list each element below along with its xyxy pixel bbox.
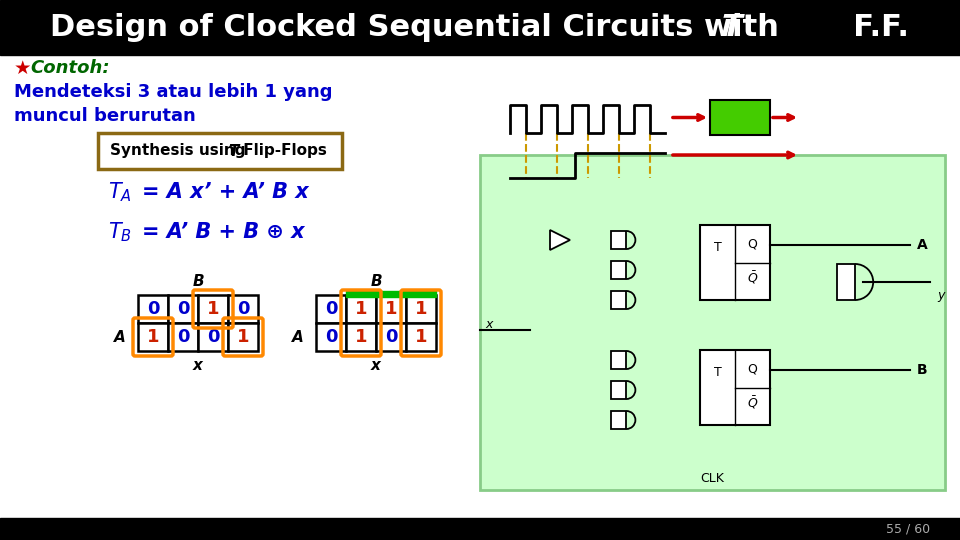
Text: B: B: [917, 363, 927, 377]
Bar: [611, 411, 626, 429]
Bar: [0, 0, 960, 55]
Text: 0: 0: [385, 328, 397, 346]
Text: 1: 1: [415, 300, 427, 318]
Text: = A x’ + A’ B x: = A x’ + A’ B x: [142, 182, 309, 202]
Bar: [406, 295, 436, 323]
Bar: [168, 323, 198, 351]
Bar: [316, 323, 346, 351]
Bar: [611, 381, 626, 399]
Bar: [376, 291, 406, 297]
Text: 55 / 60: 55 / 60: [886, 523, 930, 536]
FancyBboxPatch shape: [98, 133, 342, 169]
Bar: [138, 295, 168, 323]
Text: 1: 1: [385, 300, 397, 318]
Text: Contoh:: Contoh:: [30, 59, 109, 77]
Text: 0: 0: [324, 328, 337, 346]
Text: 0: 0: [206, 328, 219, 346]
Text: Q: Q: [748, 237, 757, 250]
Text: 1: 1: [206, 300, 219, 318]
Text: 0: 0: [177, 300, 189, 318]
Bar: [228, 295, 258, 323]
Bar: [406, 291, 436, 297]
Text: x: x: [372, 357, 381, 373]
Bar: [168, 295, 198, 323]
Polygon shape: [550, 230, 570, 250]
Bar: [611, 291, 626, 309]
Text: 1: 1: [415, 328, 427, 346]
Text: B: B: [192, 273, 204, 288]
Bar: [710, 100, 770, 135]
Bar: [480, 155, 945, 490]
Text: y: y: [937, 288, 945, 301]
Text: Mendeteksi 3 atau lebih 1 yang: Mendeteksi 3 atau lebih 1 yang: [14, 83, 332, 101]
Text: 1: 1: [355, 300, 368, 318]
Bar: [316, 295, 346, 323]
Text: 1: 1: [147, 328, 159, 346]
Text: A: A: [292, 329, 304, 345]
Bar: [700, 225, 770, 300]
Text: $\mathit{T}_B$: $\mathit{T}_B$: [108, 220, 132, 244]
Text: $\mathit{T}_A$: $\mathit{T}_A$: [108, 180, 132, 204]
Text: T: T: [228, 144, 238, 159]
Bar: [376, 323, 406, 351]
Bar: [406, 323, 436, 351]
Bar: [611, 231, 626, 249]
Text: 1: 1: [237, 328, 250, 346]
Bar: [611, 351, 626, 369]
Text: T: T: [713, 366, 721, 379]
Text: T: T: [713, 241, 721, 254]
Bar: [198, 323, 228, 351]
Bar: [376, 295, 406, 323]
Text: 0: 0: [177, 328, 189, 346]
Text: A: A: [917, 238, 927, 252]
Text: muncul berurutan: muncul berurutan: [14, 107, 196, 125]
Bar: [700, 350, 770, 425]
Text: 0: 0: [237, 300, 250, 318]
Text: x: x: [485, 319, 492, 332]
Text: $\bar{Q}$: $\bar{Q}$: [747, 394, 758, 411]
Text: Synthesis using: Synthesis using: [110, 144, 251, 159]
Text: Q: Q: [748, 362, 757, 375]
Text: $\bar{Q}$: $\bar{Q}$: [747, 269, 758, 286]
Text: = A’ B + B ⊕ x: = A’ B + B ⊕ x: [142, 222, 304, 242]
Bar: [138, 323, 168, 351]
Text: T: T: [722, 13, 742, 42]
Text: A: A: [114, 329, 126, 345]
Bar: [228, 323, 258, 351]
Text: Flip-Flops: Flip-Flops: [238, 144, 326, 159]
Bar: [198, 295, 228, 323]
Text: 0: 0: [324, 300, 337, 318]
Bar: [346, 323, 376, 351]
Bar: [0, 518, 960, 540]
Text: CLK: CLK: [701, 471, 725, 484]
Bar: [837, 264, 855, 300]
Text: 0: 0: [147, 300, 159, 318]
Bar: [611, 261, 626, 279]
Text: B: B: [371, 273, 382, 288]
Text: 1: 1: [355, 328, 368, 346]
Bar: [346, 291, 376, 297]
Text: Design of Clocked Sequential Circuits with       F.F.: Design of Clocked Sequential Circuits wi…: [51, 13, 909, 42]
Text: x: x: [193, 357, 203, 373]
Bar: [346, 295, 376, 323]
Text: ★: ★: [14, 58, 32, 78]
